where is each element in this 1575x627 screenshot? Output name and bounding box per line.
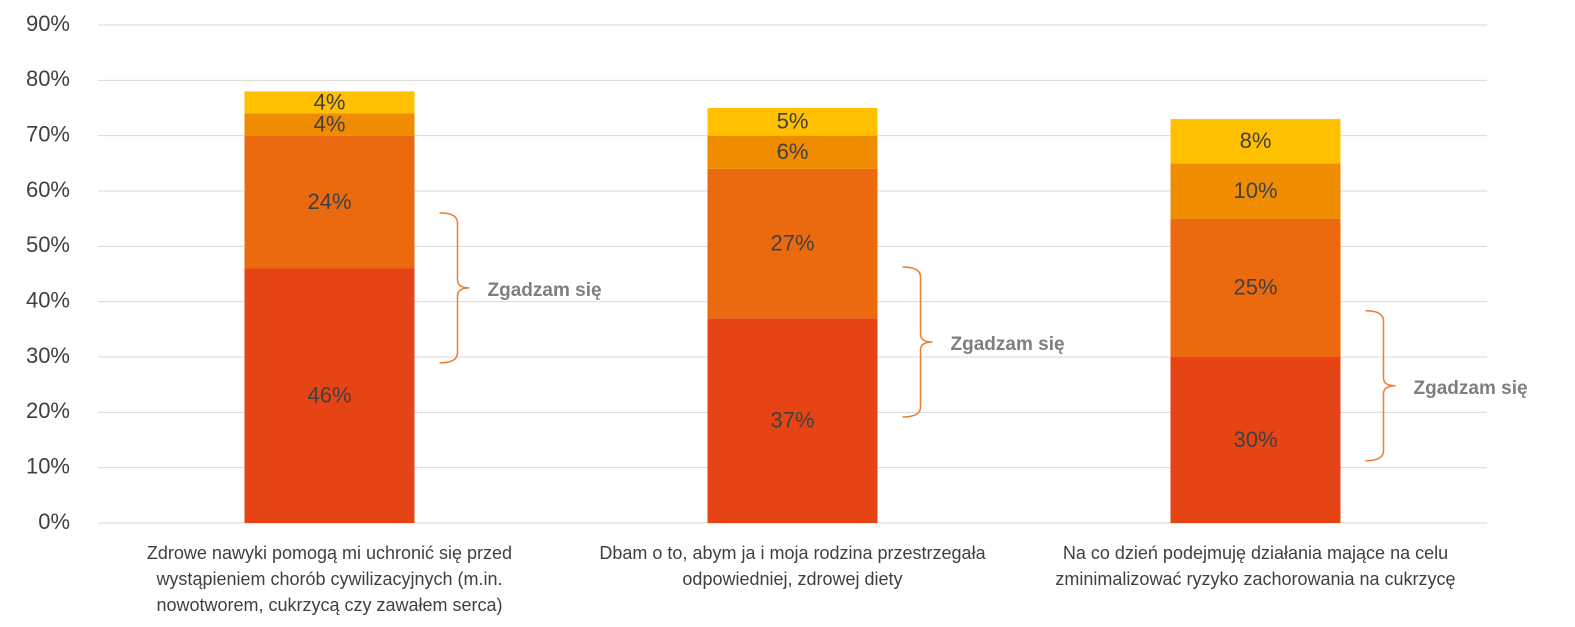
data-label: 24% [307,189,351,214]
bar-segment [244,113,415,136]
data-label: 30% [1233,427,1277,452]
annotation: Zgadzam się [951,334,1065,355]
bracket [1365,310,1396,462]
data-label: 27% [770,230,814,255]
y-tick-label: 90% [26,11,70,36]
y-tick-label: 60% [26,177,70,202]
bar-segment [707,168,878,319]
y-tick-label: 20% [26,398,70,423]
data-label: 8% [1240,128,1272,153]
data-label: 46% [307,383,351,408]
y-tick-label: 70% [26,121,70,146]
data-label: 4% [314,111,346,136]
bracket [902,266,933,418]
bracket [439,212,470,364]
data-label: 37% [770,407,814,432]
bar-segment [244,135,415,269]
bar-segment [244,91,415,114]
y-tick-label: 40% [26,287,70,312]
x-tick-label: Na co dzień podejmuję działania mające n… [1055,543,1456,589]
bar-segment [707,318,878,523]
x-tick-label: Dbam o to, abym ja i moja rodzina przest… [599,543,986,589]
data-label: 4% [314,89,346,114]
data-label: 6% [777,139,809,164]
y-tick-label: 80% [26,66,70,91]
y-tick-label: 10% [26,453,70,478]
bar-segment [707,135,878,169]
bar-segment [707,108,878,136]
bar-segment [244,268,415,523]
bar-segment [1170,218,1341,357]
y-tick-label: 30% [26,343,70,368]
bar-segment [1170,119,1341,164]
data-label: 5% [777,109,809,134]
y-tick-label: 50% [26,232,70,257]
x-tick-label: Zdrowe nawyki pomogą mi uchronić się prz… [146,543,513,615]
annotation: Zgadzam się [488,280,602,301]
data-label: 25% [1233,275,1277,300]
bar-segment [1170,163,1341,219]
bar-segment [1170,357,1341,523]
annotation: Zgadzam się [1414,378,1528,399]
y-tick-label: 0% [38,509,70,534]
data-label: 10% [1233,178,1277,203]
